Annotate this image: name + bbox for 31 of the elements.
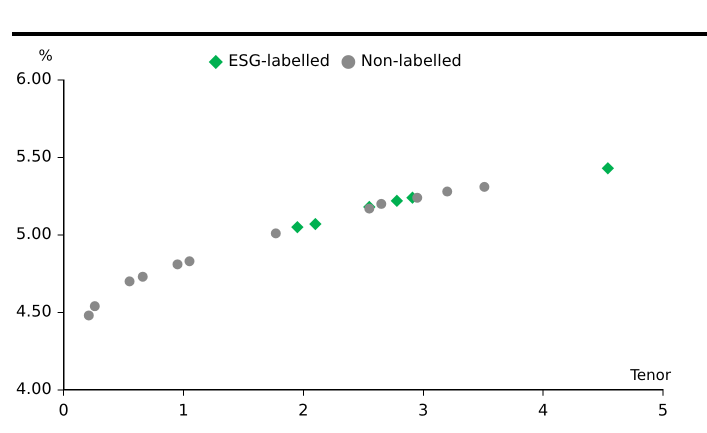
point [84,310,94,320]
point [309,218,322,230]
point [270,228,281,238]
point [442,186,452,197]
y-tick-label: 6.00 [16,69,52,88]
x-axis-title: Tenor [629,366,672,384]
point [364,204,374,214]
x-tick-label: 5 [658,400,668,420]
point [479,182,490,192]
point [184,256,194,266]
point [124,276,135,286]
x-tick-label: 4 [538,400,548,420]
y-tick-label: 4.00 [16,378,52,398]
point [390,194,403,207]
y-tick-label: 5.00 [16,224,52,244]
point [172,259,183,270]
point [602,162,614,174]
y-axis-title: % [38,46,53,64]
x-tick-label: 2 [298,400,308,420]
point [138,272,148,282]
x-tick-label: 1 [178,400,189,420]
legend-label: ESG-labelled [228,51,330,70]
x-tick-label: 0 [58,400,69,420]
legend-label: Non-labelled [360,51,462,70]
point [291,221,304,234]
point [90,301,100,312]
point [412,192,422,203]
y-tick-label: 4.50 [16,302,52,321]
y-tick-label: 5.50 [16,146,52,166]
point [376,198,386,209]
x-tick-label: 3 [418,400,428,420]
